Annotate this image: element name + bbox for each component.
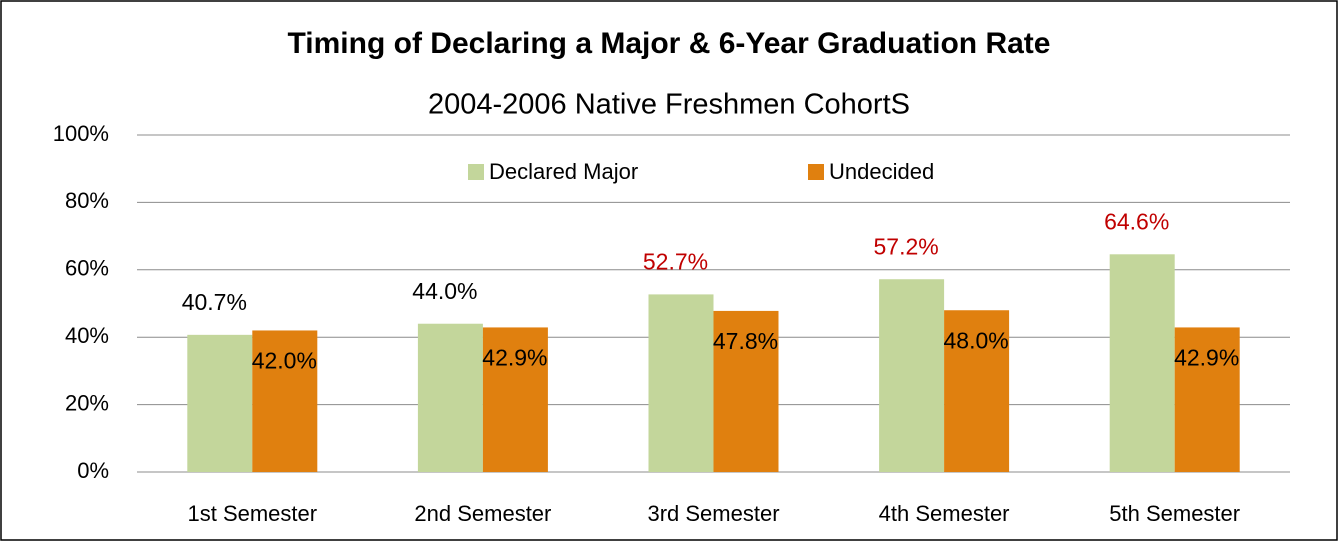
chart-title: Timing of Declaring a Major & 6-Year Gra… bbox=[288, 27, 1051, 60]
value-label: 40.7% bbox=[182, 289, 247, 315]
legend-swatch bbox=[468, 164, 484, 180]
bar bbox=[187, 334, 253, 472]
bar bbox=[1174, 327, 1240, 472]
value-label: 52.7% bbox=[643, 248, 708, 274]
bar bbox=[648, 294, 714, 472]
x-tick-label: 3rd Semester bbox=[647, 501, 779, 526]
chart-subtitle: 2004-2006 Native Freshmen CohortS bbox=[428, 89, 910, 121]
y-tick-label: 100% bbox=[53, 121, 109, 146]
legend-label: Undecided bbox=[829, 159, 934, 184]
value-label: 47.8% bbox=[713, 328, 778, 354]
bar bbox=[944, 310, 1010, 472]
value-label: 48.0% bbox=[943, 327, 1008, 353]
bar bbox=[417, 323, 483, 472]
value-label: 64.6% bbox=[1104, 208, 1169, 234]
y-tick-label: 20% bbox=[65, 390, 109, 415]
legend-swatch bbox=[808, 164, 824, 180]
bar bbox=[713, 310, 779, 472]
bar bbox=[482, 327, 548, 472]
bar bbox=[1109, 254, 1175, 472]
legend-label: Declared Major bbox=[489, 159, 638, 184]
value-label: 42.9% bbox=[1174, 345, 1239, 371]
bar bbox=[252, 330, 318, 472]
x-tick-label: 2nd Semester bbox=[414, 501, 551, 526]
value-label: 42.0% bbox=[252, 348, 317, 374]
y-tick-label: 40% bbox=[65, 323, 109, 348]
value-label: 57.2% bbox=[873, 233, 938, 259]
x-tick-label: 1st Semester bbox=[187, 501, 317, 526]
x-tick-label: 5th Semester bbox=[1109, 501, 1240, 526]
value-label: 44.0% bbox=[412, 278, 477, 304]
value-label: 42.9% bbox=[482, 345, 547, 371]
y-tick-label: 80% bbox=[65, 188, 109, 213]
y-tick-label: 60% bbox=[65, 256, 109, 281]
bar bbox=[879, 279, 945, 472]
x-tick-label: 4th Semester bbox=[879, 501, 1010, 526]
y-tick-label: 0% bbox=[77, 458, 109, 483]
